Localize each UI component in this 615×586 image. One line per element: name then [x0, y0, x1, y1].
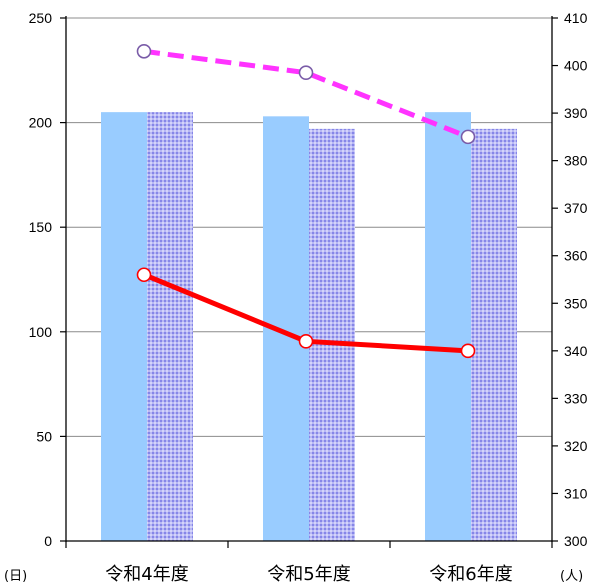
- right-tick-label: 370: [564, 200, 588, 216]
- left-tick-label: 50: [36, 428, 52, 444]
- line-point-series-4: [136, 43, 152, 59]
- x-category-label: 令和6年度: [429, 564, 512, 585]
- line-point-series-3: [298, 334, 314, 349]
- left-tick-label: 200: [29, 115, 53, 131]
- x-category-label: 令和5年度: [267, 564, 350, 585]
- x-category-label: 令和4年度: [105, 564, 188, 585]
- right-tick-label: 320: [564, 438, 588, 454]
- right-tick-label: 360: [564, 248, 588, 264]
- left-tick-label: 150: [29, 219, 53, 235]
- left-tick-label: 100: [29, 324, 53, 340]
- line-point-series-4: [460, 129, 476, 145]
- right-tick-label: 410: [564, 10, 588, 26]
- labels: 0 50 100 150 200 250 300 310 320 330 340 350 360 370 3…: [4, 10, 588, 585]
- left-tick-label: 250: [29, 10, 53, 26]
- bar-series-1: [425, 112, 471, 541]
- left-axis-unit: (日): [4, 569, 27, 584]
- right-tick-label: 400: [564, 58, 588, 74]
- line-point-series-3: [460, 343, 476, 359]
- bar-series-2: [309, 128, 355, 541]
- axes: [60, 16, 558, 548]
- line-point-series-3: [136, 267, 152, 283]
- left-tick-label: 0: [44, 533, 52, 549]
- line-series-4: [143, 48, 469, 140]
- bar-series-2: [471, 128, 517, 541]
- right-tick-label: 310: [564, 485, 588, 501]
- right-tick-label: 300: [564, 533, 588, 549]
- right-tick-label: 390: [564, 105, 588, 121]
- right-tick-label: 330: [564, 390, 588, 406]
- right-tick-label: 350: [564, 295, 588, 311]
- right-tick-label: 380: [564, 153, 588, 169]
- line-point-series-4: [298, 65, 314, 80]
- right-axis-unit: (人): [560, 569, 583, 584]
- lines: [136, 43, 476, 359]
- bars: [101, 112, 517, 541]
- bar-series-2: [147, 112, 193, 541]
- right-tick-label: 340: [564, 343, 588, 359]
- bar-series-1: [101, 112, 147, 541]
